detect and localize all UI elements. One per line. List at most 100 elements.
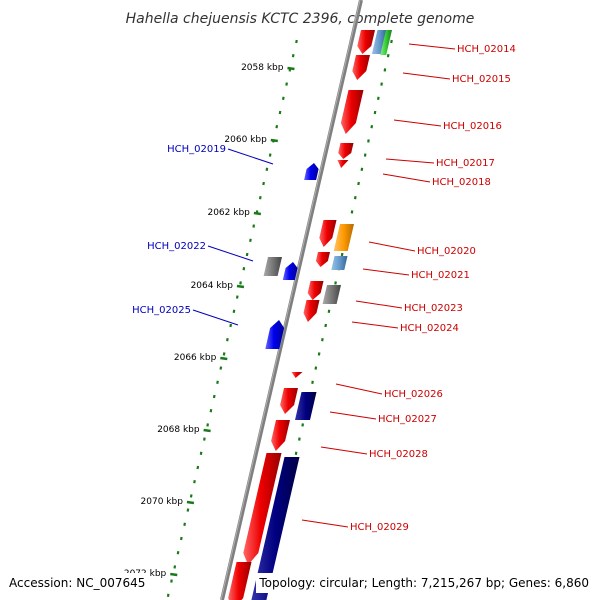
gene-label-hch_02024[interactable]: HCH_02024 xyxy=(400,323,459,334)
feature-box-5[interactable] xyxy=(263,257,282,276)
scale-label: 2058 kbp xyxy=(241,63,284,73)
gene-arrow-hch_02019[interactable] xyxy=(304,163,319,180)
topology-text: Topology: circular; Length: 7,215,267 bp… xyxy=(256,573,592,593)
scale-dot xyxy=(314,366,318,370)
gene-label-hch_02014[interactable]: HCH_02014 xyxy=(457,44,516,55)
gene-arrow-hch_02018[interactable] xyxy=(337,160,349,168)
scale-dot xyxy=(212,394,216,399)
gene-label-hch_02026[interactable]: HCH_02026 xyxy=(384,389,443,400)
scale-dot xyxy=(258,196,262,200)
scale-dot xyxy=(376,96,380,100)
scale-dot xyxy=(334,281,337,285)
accession-text: Accession: NC_007645 xyxy=(6,573,149,593)
scale-dot xyxy=(317,352,321,356)
gene-leader-line xyxy=(207,245,254,262)
scale-dot xyxy=(281,96,285,100)
feature-box-6[interactable] xyxy=(322,285,341,304)
genome-backbone xyxy=(220,0,363,600)
gene-arrow-hch_02027[interactable] xyxy=(280,388,298,414)
scale-major-tick xyxy=(203,428,211,433)
scale-label: 2070 kbp xyxy=(141,497,184,507)
scale-dot xyxy=(252,224,256,228)
gene-label-hch_02027[interactable]: HCH_02027 xyxy=(378,414,437,425)
scale-dot xyxy=(357,181,360,186)
gene-label-hch_02018[interactable]: HCH_02018 xyxy=(432,177,491,188)
scale-dot xyxy=(380,82,383,86)
scale-dot xyxy=(370,125,374,129)
gene-arrow-hch_02020[interactable] xyxy=(319,220,337,247)
gene-arrow-hch_02023[interactable] xyxy=(307,281,324,300)
scale-major-tick xyxy=(186,500,195,505)
gene-label-hch_02022[interactable]: HCH_02022 xyxy=(147,241,206,252)
gene-leader-line xyxy=(402,72,451,80)
scale-dot xyxy=(350,210,354,214)
scale-dot xyxy=(229,323,233,328)
gene-arrow-hch_02016[interactable] xyxy=(340,90,364,134)
gene-label-hch_02015[interactable]: HCH_02015 xyxy=(452,74,511,85)
gene-arrow-hch_02021[interactable] xyxy=(315,252,330,267)
scale-dot xyxy=(180,536,183,541)
gene-leader-line xyxy=(329,411,377,420)
gene-label-hch_02029[interactable]: HCH_02029 xyxy=(350,522,409,533)
scale-dot xyxy=(196,465,200,470)
feature-box-3[interactable] xyxy=(333,224,354,251)
scale-major-tick xyxy=(270,138,278,143)
feature-layer xyxy=(228,30,392,600)
gene-leader-line xyxy=(320,446,368,455)
scale-dot xyxy=(275,125,279,129)
scale-dot xyxy=(245,252,249,257)
gene-arrow-hch_02024[interactable] xyxy=(303,300,320,322)
feature-box-7[interactable] xyxy=(295,392,317,420)
gene-arrow-hch_02025[interactable] xyxy=(265,320,285,349)
scale-label: 2068 kbp xyxy=(157,425,200,435)
scale-dot xyxy=(321,338,324,342)
scale-dot xyxy=(166,593,170,597)
scale-dot xyxy=(294,451,298,455)
scale-dot xyxy=(193,480,196,484)
scale-dot xyxy=(301,423,304,427)
gene-leader-line xyxy=(393,119,442,127)
gene-label-hch_02028[interactable]: HCH_02028 xyxy=(369,449,428,460)
gene-leader-line xyxy=(368,241,416,252)
gene-label-hch_02019[interactable]: HCH_02019 xyxy=(167,144,226,155)
gene-arrow-hch_02017[interactable] xyxy=(338,143,354,159)
scale-dot xyxy=(268,153,272,157)
gene-arrow-hch_02029[interactable] xyxy=(243,453,282,565)
genome-backbone-highlight xyxy=(220,0,361,600)
scale-dot xyxy=(173,565,177,569)
scale-major-tick xyxy=(220,356,228,361)
gene-label-hch_02016[interactable]: HCH_02016 xyxy=(443,121,502,132)
scale-dot xyxy=(311,380,314,384)
gene-arrow-hch_02014[interactable] xyxy=(357,30,375,54)
gene-leader-line xyxy=(385,158,435,164)
gene-label-hch_02017[interactable]: HCH_02017 xyxy=(436,158,495,169)
feature-box-8[interactable] xyxy=(251,457,300,600)
scale-dot xyxy=(278,110,282,115)
gene-arrow-hch_02028[interactable] xyxy=(271,420,290,451)
scale-dot xyxy=(295,39,298,44)
scale-dot xyxy=(262,181,265,186)
gene-label-hch_02025[interactable]: HCH_02025 xyxy=(132,305,191,316)
feature-box-1[interactable] xyxy=(371,30,387,54)
scale-dot xyxy=(239,281,242,285)
gene-arrow-hch_02015[interactable] xyxy=(352,55,370,80)
gene-arrow-hch_02022[interactable] xyxy=(282,262,298,280)
scale-dot xyxy=(206,423,209,427)
scale-major-tick xyxy=(170,572,178,577)
gene-label-hch_02020[interactable]: HCH_02020 xyxy=(417,246,476,257)
feature-box-4[interactable] xyxy=(331,256,348,270)
gene-label-hch_02021[interactable]: HCH_02021 xyxy=(411,270,470,281)
scale-dot xyxy=(327,309,331,313)
scale-dot xyxy=(199,451,203,455)
scale-dot xyxy=(340,252,344,257)
scale-label: 2066 kbp xyxy=(174,353,217,363)
feature-box-2[interactable] xyxy=(380,30,392,55)
scale-dot xyxy=(285,82,288,86)
scale-dot xyxy=(298,437,301,441)
gene-arrow-hch_02026[interactable] xyxy=(291,372,303,378)
scale-dot xyxy=(176,551,180,555)
scale-dot xyxy=(226,338,229,342)
gene-leader-line xyxy=(355,300,403,309)
gene-label-hch_02023[interactable]: HCH_02023 xyxy=(404,303,463,314)
